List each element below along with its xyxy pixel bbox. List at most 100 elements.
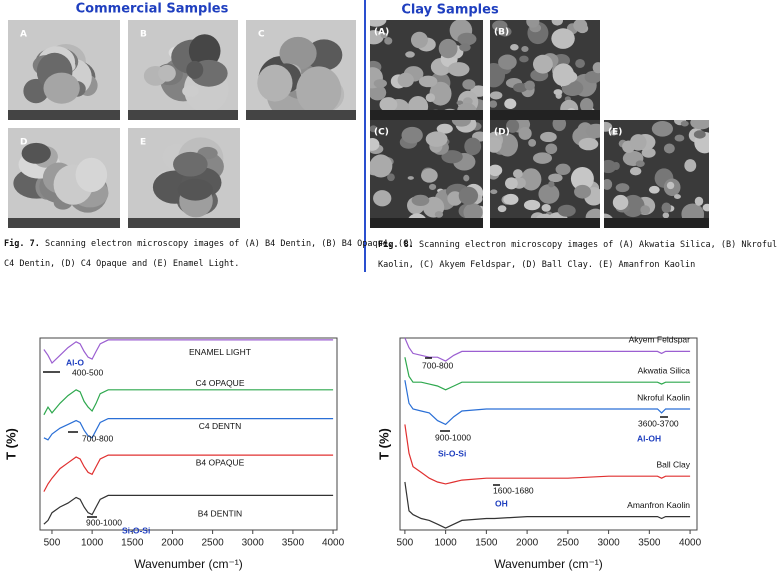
particle — [604, 121, 613, 132]
particle — [425, 131, 448, 147]
scale-bar — [246, 110, 356, 120]
particle — [526, 20, 540, 28]
particle — [578, 137, 599, 151]
particle — [610, 129, 618, 136]
particle — [462, 79, 476, 90]
caption-line: Scanning electron microscopy images of (… — [45, 239, 413, 249]
image-label: (C) — [374, 128, 389, 138]
particle — [504, 177, 518, 190]
particle — [573, 20, 588, 32]
particle — [663, 143, 675, 154]
particle — [457, 32, 477, 46]
x-tick-label: 1000 — [81, 538, 104, 549]
sem-content — [490, 120, 600, 228]
particle — [458, 186, 479, 205]
particle — [370, 84, 387, 101]
particle — [584, 70, 600, 84]
particle — [585, 123, 600, 139]
particle — [464, 137, 482, 156]
y-axis-label: T (%) — [3, 428, 18, 460]
particle — [75, 157, 108, 193]
particle — [370, 125, 378, 133]
particle — [373, 190, 392, 207]
sem-content — [370, 20, 483, 120]
particle — [548, 173, 563, 183]
particle — [551, 20, 563, 26]
particle — [553, 89, 563, 96]
particle — [684, 159, 697, 172]
spectrum-line — [43, 389, 334, 416]
series-label: ENAMEL LIGHT — [189, 347, 251, 357]
sem-content — [490, 20, 600, 120]
particle — [510, 44, 519, 51]
particle — [694, 196, 704, 206]
spectrum-line — [404, 337, 691, 362]
particle — [186, 60, 204, 79]
image-label: D — [20, 138, 27, 148]
particle — [257, 64, 293, 102]
particle — [612, 161, 620, 171]
annotation: 400-500 — [72, 367, 103, 377]
particle — [673, 194, 681, 200]
spectrum-line — [43, 494, 334, 525]
particle — [421, 168, 438, 183]
particle — [177, 178, 213, 201]
image-label: C — [258, 30, 265, 40]
particle — [490, 137, 502, 153]
scale-bar — [128, 218, 240, 228]
particle — [401, 126, 423, 144]
particle — [548, 180, 555, 188]
caption: Fig. 7. Scanning electron microscopy ima… — [4, 238, 413, 249]
x-tick-label: 3000 — [597, 538, 620, 549]
particle — [410, 31, 428, 49]
sem-content — [8, 128, 120, 228]
sem-content — [8, 20, 120, 120]
sem-content — [128, 20, 238, 120]
particle — [580, 98, 594, 113]
particle — [384, 37, 393, 45]
scale-bar — [604, 218, 709, 228]
particle — [463, 203, 483, 222]
particle — [296, 66, 342, 116]
x-tick-label: 1000 — [435, 538, 458, 549]
spectrum-line — [43, 418, 334, 441]
particle — [411, 194, 430, 207]
series-label: Amanfron Kaolin — [627, 500, 690, 510]
particle — [662, 212, 670, 219]
particle — [428, 183, 437, 190]
x-tick-label: 2500 — [201, 538, 224, 549]
image-label: E — [140, 138, 146, 148]
particle — [629, 134, 647, 151]
particle — [490, 164, 503, 177]
x-axis-label: Wavenumber (cm⁻¹) — [494, 557, 603, 571]
particle — [387, 173, 395, 182]
particle — [373, 79, 387, 88]
x-axis-label: Wavenumber (cm⁻¹) — [134, 557, 243, 571]
particle — [552, 120, 567, 132]
particle — [533, 152, 552, 164]
particle — [436, 123, 453, 134]
particle — [279, 36, 317, 70]
particle — [158, 64, 176, 82]
particle — [555, 163, 571, 176]
particle — [434, 211, 444, 218]
image-label: B — [140, 30, 147, 40]
scale-bar — [490, 110, 600, 120]
series-label: Ball Clay — [656, 459, 690, 469]
scale-bar — [370, 110, 483, 120]
particle — [498, 26, 512, 37]
sem-image: A — [8, 20, 120, 120]
particle — [604, 159, 617, 174]
x-tick-label: 1500 — [475, 538, 498, 549]
particle — [570, 166, 594, 191]
particle — [490, 189, 498, 195]
x-tick-label: 3500 — [282, 538, 305, 549]
annotation: Al-OH — [637, 433, 661, 443]
spectrum-line — [404, 380, 691, 426]
particle — [552, 63, 575, 87]
particle — [629, 166, 642, 176]
sem-image: (C) — [370, 120, 483, 228]
sem-image: (E) — [604, 120, 709, 228]
particle — [506, 120, 520, 133]
